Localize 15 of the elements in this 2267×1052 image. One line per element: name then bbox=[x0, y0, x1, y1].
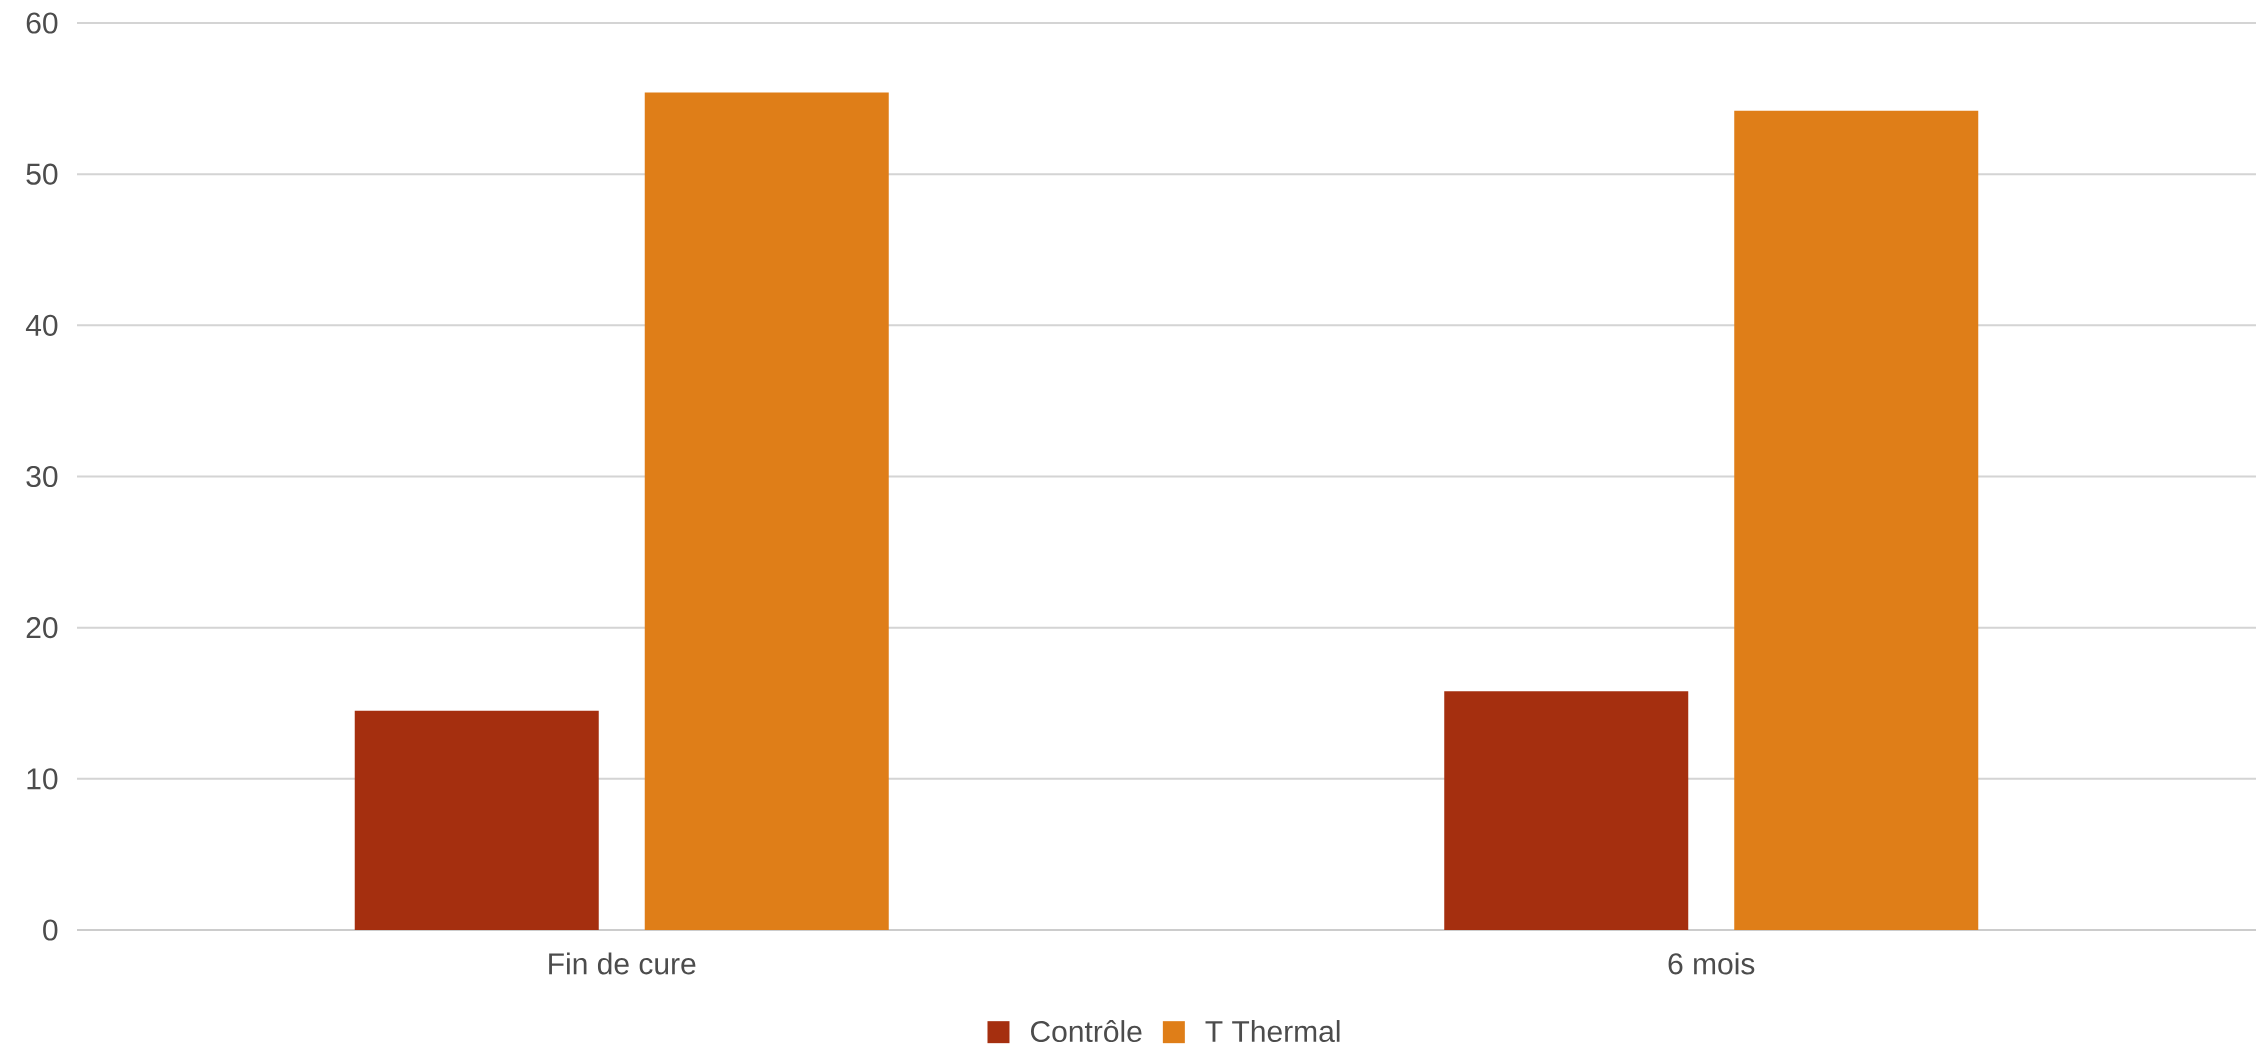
legend-label: Contrôle bbox=[1031, 1019, 1142, 1043]
bar bbox=[644, 92, 889, 930]
bar bbox=[1444, 691, 1689, 930]
y-tick-label: 30 bbox=[26, 465, 58, 488]
bar bbox=[354, 710, 599, 930]
y-tick-label: 60 bbox=[26, 12, 58, 34]
y-tick-label: 10 bbox=[27, 768, 58, 790]
y-tick-label: 0 bbox=[43, 919, 58, 941]
x-tick-label: 6 mois bbox=[1668, 952, 1755, 975]
legend-label: T Thermal bbox=[1205, 1020, 1340, 1043]
y-tick-label: 50 bbox=[26, 163, 58, 185]
x-tick-label: Fin de cure bbox=[549, 952, 696, 975]
y-tick-label: 20 bbox=[26, 617, 58, 639]
y-tick-label: 40 bbox=[25, 314, 58, 336]
bar bbox=[1734, 110, 1979, 930]
